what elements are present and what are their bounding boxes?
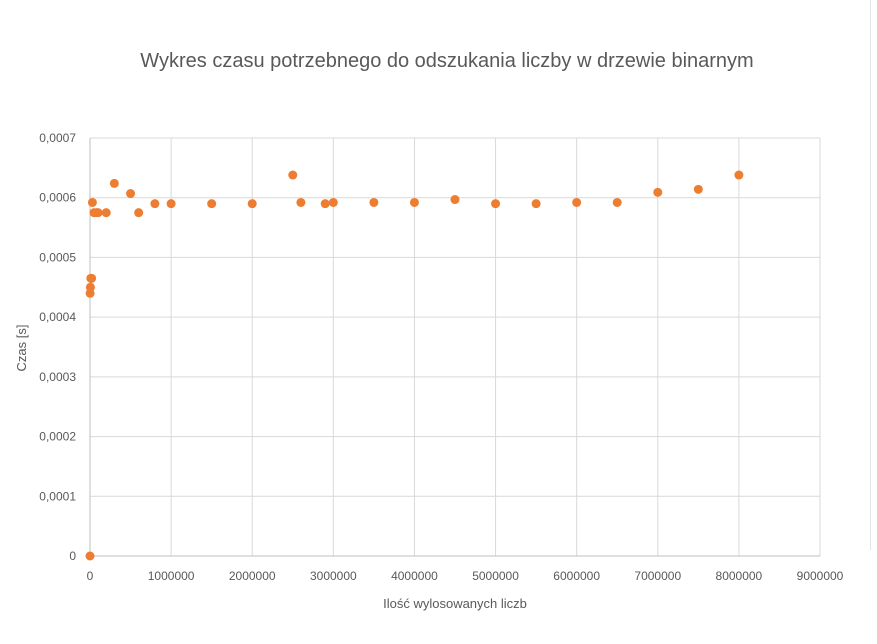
y-axis-title: Czas [s]	[14, 325, 29, 372]
data-point	[409, 197, 419, 207]
data-point	[653, 187, 663, 197]
x-tick-label: 8000000	[716, 569, 763, 583]
y-tick-label: 0,0007	[39, 131, 76, 145]
x-axis-tick-labels: 0 1000000 2000000 3000000 4000000 5000000 6000…	[87, 569, 844, 583]
data-point	[572, 197, 582, 207]
x-axis-title: Ilość wylosowanych liczb	[383, 596, 527, 611]
chart-border-line	[870, 0, 871, 550]
data-point	[693, 184, 703, 194]
x-tick-label: 4000000	[391, 569, 438, 583]
data-point	[328, 197, 338, 207]
data-point	[207, 199, 217, 209]
data-point	[150, 199, 160, 209]
data-point	[101, 208, 111, 218]
data-point	[450, 195, 460, 205]
x-tick-label: 5000000	[472, 569, 519, 583]
data-point	[491, 199, 501, 209]
x-tick-label: 1000000	[148, 569, 195, 583]
data-point	[85, 282, 95, 292]
y-axis-tick-labels: 0 0,0001 0,0002 0,0003 0,0004 0,0005 0,0006 0,0…	[39, 131, 76, 563]
y-tick-label: 0,0006	[39, 191, 76, 205]
x-tick-label: 6000000	[553, 569, 600, 583]
data-point	[166, 199, 176, 209]
y-tick-label: 0,0003	[39, 370, 76, 384]
data-points	[85, 170, 744, 561]
data-point	[109, 178, 119, 188]
data-point	[87, 197, 97, 207]
data-point	[612, 197, 622, 207]
data-point	[93, 208, 103, 218]
data-point	[296, 197, 306, 207]
data-point	[134, 208, 144, 218]
x-tick-label: 7000000	[634, 569, 681, 583]
x-tick-label: 9000000	[797, 569, 844, 583]
y-tick-label: 0,0004	[39, 310, 76, 324]
data-point	[320, 199, 330, 209]
x-tick-label: 3000000	[310, 569, 357, 583]
y-tick-label: 0	[69, 549, 76, 563]
x-tick-label: 2000000	[229, 569, 276, 583]
data-point	[734, 170, 744, 180]
data-point	[85, 551, 95, 561]
data-point	[531, 199, 541, 209]
y-tick-label: 0,0005	[39, 250, 76, 264]
data-point	[247, 199, 257, 209]
y-tick-label: 0,0001	[39, 489, 76, 503]
data-point	[369, 197, 379, 207]
x-tick-label: 0	[87, 569, 94, 583]
data-point	[288, 170, 298, 180]
data-point	[126, 189, 136, 199]
chart-title: Wykres czasu potrzebnego do odszukania l…	[140, 50, 753, 72]
y-tick-label: 0,0002	[39, 430, 76, 444]
axes	[89, 138, 820, 557]
data-point	[87, 273, 97, 283]
